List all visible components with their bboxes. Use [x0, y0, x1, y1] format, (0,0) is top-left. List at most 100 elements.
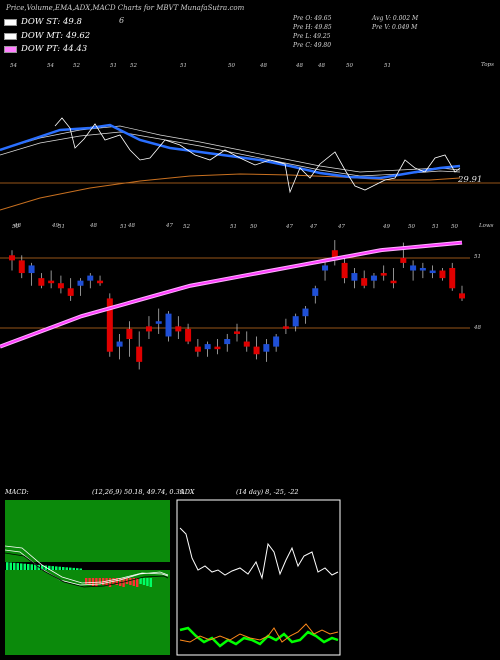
- macd-hist-bar: [136, 578, 139, 587]
- candle-body: [214, 346, 221, 350]
- macd-hist-bar: [129, 578, 132, 585]
- macd-signal-line: [4, 545, 169, 584]
- macd-hist-bar: [72, 567, 75, 570]
- candle-body: [449, 267, 456, 289]
- candle-body: [126, 328, 133, 340]
- legend-dow-pt: DOW PT: 44.43: [4, 44, 87, 54]
- candle-body: [429, 270, 436, 274]
- header-six: 6: [119, 16, 125, 25]
- level-high-label: 51: [474, 254, 481, 260]
- macd-hist-bar: [27, 564, 30, 570]
- ema-blue-line: [0, 123, 461, 180]
- ma-white-1: [0, 125, 461, 173]
- candle-body: [224, 339, 231, 345]
- macd-hist-bar: [91, 578, 95, 586]
- candle-body: [57, 283, 64, 289]
- candle-body: [370, 275, 377, 281]
- candle-body: [273, 336, 280, 347]
- macd-hist-bar: [105, 578, 108, 586]
- panel1-top-tick: 48: [318, 63, 325, 69]
- macd-title: MACD:: [5, 488, 29, 496]
- candle-body: [331, 250, 338, 261]
- macd-hist-bar: [79, 568, 82, 570]
- panel1-top-tick: 50: [346, 63, 353, 69]
- panel2-top-tick: 47: [338, 224, 345, 230]
- ema-long-line: [0, 173, 461, 211]
- chart-title: Price,Volume,EMA,ADX,MACD Charts for MBV…: [6, 4, 245, 12]
- panel2-top-tick: 50: [12, 224, 19, 230]
- macd-hist-bar: [132, 578, 135, 586]
- ohlc-open: Pre O: 49.65: [293, 15, 332, 22]
- macd-hist-bar: [6, 562, 9, 570]
- candle-body: [302, 308, 309, 317]
- ma-white-2: [0, 131, 461, 177]
- panel1-top-tick: 50: [228, 63, 235, 69]
- macd-hist-bar: [41, 565, 44, 570]
- panel1-top-tick: 54: [10, 63, 17, 69]
- macd-panel-bg: [5, 500, 170, 655]
- macd-hist-bar: [69, 567, 72, 570]
- candle-body: [351, 273, 358, 281]
- candle-body: [194, 346, 201, 352]
- ohlc-close: Pre C: 49.80: [293, 42, 332, 49]
- macd-hist-bar: [65, 567, 68, 570]
- panel2-top-tick: 51: [432, 224, 439, 230]
- panel2-top-tick: 49: [383, 224, 390, 230]
- lows-label: Lows: [479, 223, 494, 229]
- macd-hist-bar: [139, 578, 142, 584]
- candle-body: [38, 278, 45, 286]
- legend-label-pt: DOW PT: 44.43: [21, 44, 88, 54]
- candle-body: [97, 280, 104, 284]
- panel1-top-tick: 51: [384, 63, 391, 69]
- candle-body: [165, 313, 172, 337]
- ohlc-low: Pre L: 49.25: [293, 33, 331, 40]
- candle-body: [155, 321, 162, 324]
- candle-body: [282, 326, 289, 329]
- panel2-top-tick: 51: [120, 224, 127, 230]
- candle-body: [263, 344, 270, 352]
- candle-body: [106, 298, 113, 352]
- macd-hist-bar: [44, 565, 47, 570]
- price-line: [54, 117, 461, 194]
- macd-hist-bar: [13, 562, 16, 570]
- ema-pink-line: [0, 241, 463, 348]
- macd-hist-bar: [9, 562, 12, 570]
- panel1-bottom-tick: 47: [166, 223, 173, 229]
- level-low-label: 48: [474, 325, 481, 331]
- candle-body: [116, 341, 123, 347]
- panel1-top-tick: 48: [260, 63, 267, 69]
- candle-body: [390, 280, 397, 284]
- macd-hist-bar: [51, 566, 54, 570]
- legend-swatch-pt: [4, 45, 17, 53]
- candle-body: [77, 280, 84, 286]
- candle-body: [380, 273, 387, 276]
- macd-hist-bar: [58, 566, 61, 570]
- candle-body: [312, 288, 319, 296]
- macd-hist-bar: [16, 563, 19, 570]
- macd-hist-bar: [76, 568, 79, 570]
- candle-body: [175, 326, 182, 332]
- macd-black-band: [5, 562, 170, 570]
- macd-hist-bar: [122, 578, 125, 587]
- panel2-top-tick: 51: [58, 224, 65, 230]
- panel1-bottom-tick: 49: [52, 223, 59, 229]
- macd-hist-bar: [20, 563, 23, 570]
- macd-hist-bar: [55, 566, 58, 570]
- ohlc-high: Pre H: 49.85: [293, 24, 332, 31]
- candle-body: [253, 346, 260, 355]
- panel1-top-tick: 51: [110, 63, 117, 69]
- panel2-top-tick: 51: [230, 224, 237, 230]
- legend-dow-mt: DOW MT: 49.62: [4, 31, 90, 41]
- macd-hist-bar: [62, 567, 65, 570]
- macd-hist-bar: [85, 578, 88, 584]
- macd-hist-bar: [108, 578, 112, 587]
- macd-hist-bar: [23, 563, 26, 570]
- macd-dark-line: [4, 552, 169, 588]
- macd-hist-bar: [119, 578, 122, 586]
- candle-body: [243, 341, 250, 347]
- panel1-bottom-tick: 48: [128, 223, 135, 229]
- candle-body: [48, 280, 55, 284]
- candle-body: [67, 288, 74, 296]
- candle-body: [136, 346, 143, 362]
- candle-body: [18, 260, 25, 274]
